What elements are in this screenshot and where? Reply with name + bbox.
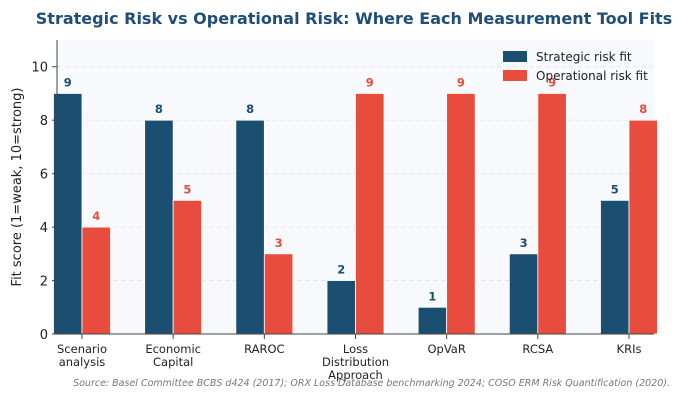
data-label-strategic: 1 [428, 289, 436, 303]
y-tick-label: 2 [40, 275, 48, 290]
data-label-operational: 9 [457, 75, 465, 89]
x-tick-label: OpVaR [427, 342, 465, 356]
data-label-strategic: 2 [337, 263, 345, 277]
data-labels: 9 4 8 5 8 3 2 9 1 9 3 9 5 8 [64, 75, 648, 303]
data-label-strategic: 9 [64, 75, 72, 89]
bar-strategic [417, 306, 448, 335]
bar-strategic [600, 199, 630, 335]
source-note: Source: Basel Committee BCBS d424 (2017)… [73, 378, 670, 389]
bar-operational [172, 199, 203, 335]
y-tick-label: 4 [40, 221, 48, 236]
x-axis-ticks: Scenario analysis Economic Capital RAROC Loss… [57, 334, 641, 382]
data-label-operational: 9 [366, 75, 374, 89]
x-tick-label: KRIs [617, 342, 642, 356]
chart-title: Strategic Risk vs Operational Risk: Wher… [36, 9, 672, 28]
data-label-operational: 4 [92, 209, 100, 223]
bar-strategic [53, 93, 83, 335]
x-tick-label-line: Capital [153, 355, 193, 369]
x-tick-label: Loss Distribution Approach [322, 342, 389, 382]
data-label-strategic: 8 [155, 102, 163, 116]
x-tick-label-line: Scenario [57, 342, 107, 356]
x-tick-label-line: OpVaR [427, 342, 465, 356]
bar-operational [628, 119, 658, 335]
x-tick-label-line: Loss [343, 342, 368, 356]
x-tick-label: Economic Capital [145, 342, 201, 369]
data-label-operational: 5 [183, 182, 191, 196]
legend-label-operational: Operational risk fit [536, 69, 648, 83]
data-label-strategic: 3 [520, 236, 528, 250]
bar-operational [537, 93, 567, 335]
x-tick-label-line: RAROC [244, 342, 284, 356]
x-tick-label-line: Approach [328, 368, 383, 382]
y-tick-label: 6 [40, 168, 48, 183]
legend: Strategic risk fit Operational risk fit [503, 50, 648, 83]
y-axis-ticks: 0 2 4 6 8 10 [31, 61, 57, 343]
bar-strategic [144, 119, 174, 335]
x-tick-label: RCSA [522, 342, 553, 356]
y-tick-label: 8 [40, 114, 48, 129]
x-tick-label-line: RCSA [522, 342, 553, 356]
data-label-strategic: 5 [611, 182, 619, 196]
legend-swatch-strategic [503, 51, 527, 62]
bar-strategic [508, 253, 539, 335]
y-tick-label: 0 [40, 328, 48, 343]
x-tick-label-line: analysis [59, 355, 106, 369]
bar-operational [446, 93, 476, 335]
data-label-operational: 3 [275, 236, 283, 250]
bar-operational [263, 253, 294, 335]
legend-label-strategic: Strategic risk fit [536, 50, 632, 64]
bars [53, 93, 658, 335]
y-axis-label: Fit score (1=weak, 10=strong) [10, 88, 25, 287]
data-label-operational: 8 [639, 102, 647, 116]
x-tick-label: RAROC [244, 342, 284, 356]
x-tick-label-line: Distribution [322, 355, 389, 369]
x-tick-label-line: Economic [145, 342, 201, 356]
legend-swatch-operational [503, 70, 527, 81]
data-label-operational: 9 [548, 75, 556, 89]
bar-strategic [235, 119, 265, 335]
bar-operational [355, 93, 385, 335]
x-tick-label: Scenario analysis [57, 342, 107, 369]
bar-strategic [326, 280, 356, 335]
data-label-strategic: 8 [246, 102, 254, 116]
y-tick-label: 10 [31, 61, 48, 76]
x-tick-label-line: KRIs [617, 342, 642, 356]
bar-operational [81, 226, 111, 335]
